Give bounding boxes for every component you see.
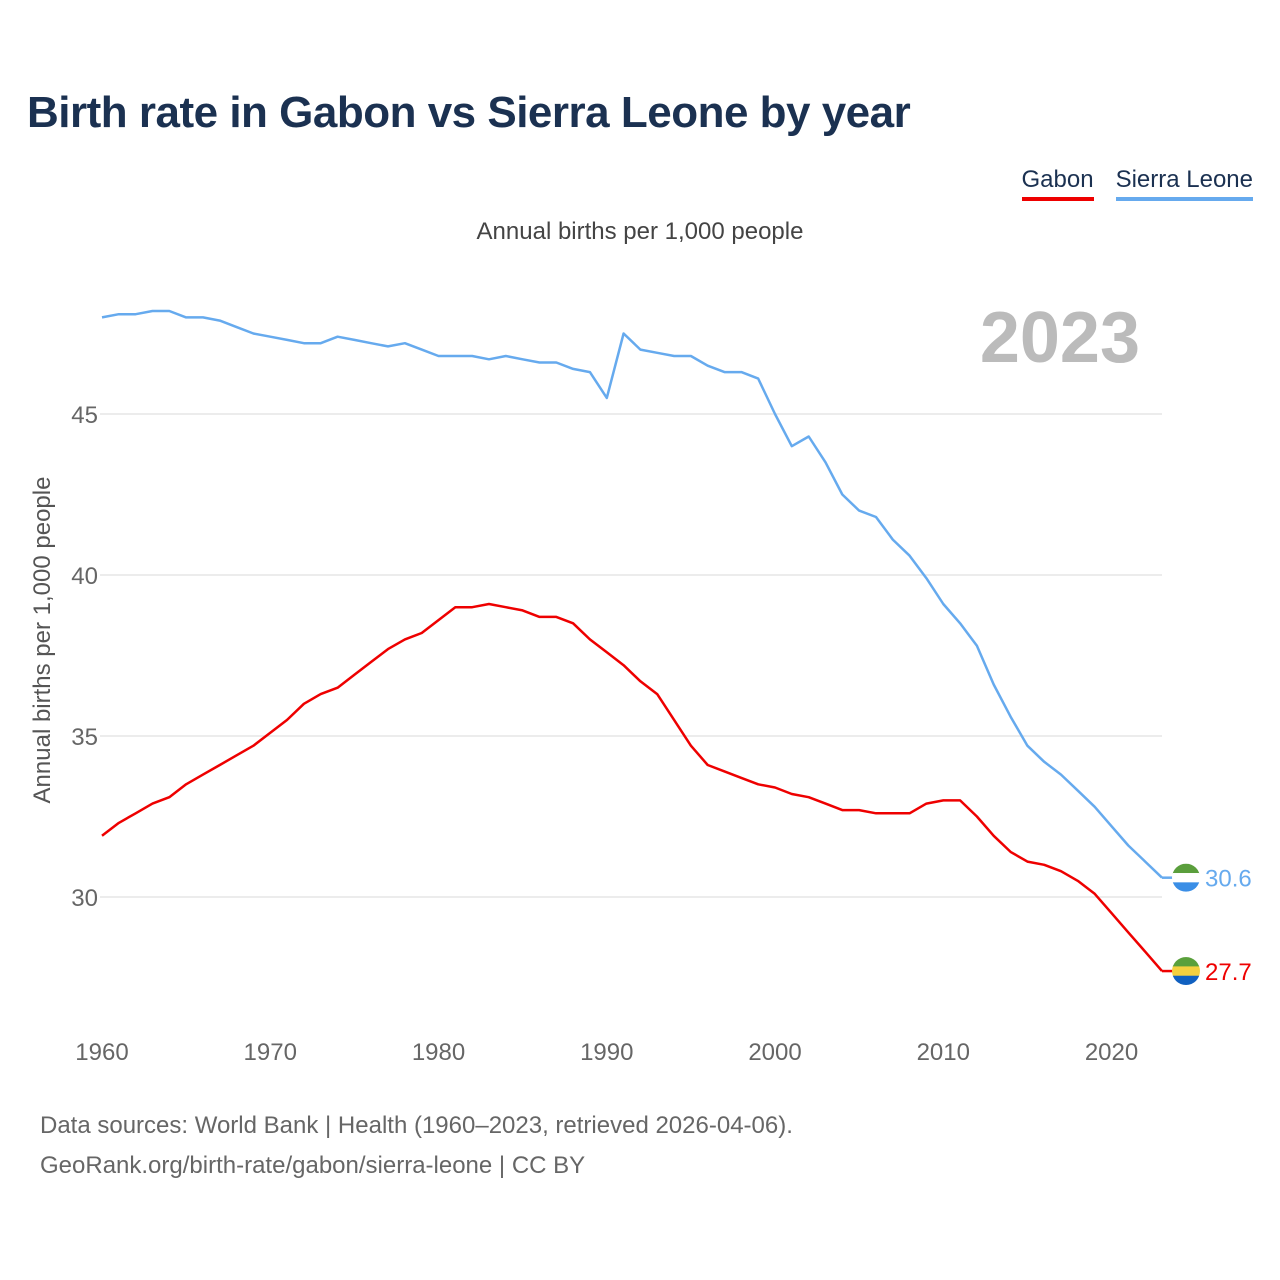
x-tick-label: 1970 [244,1039,297,1066]
legend-label-sierra-leone: Sierra Leone [1115,166,1253,193]
x-tick-label: 2010 [917,1039,970,1066]
legend-swatch-sierra-leone [1115,197,1253,201]
year-badge: 2023 [980,298,1140,378]
legend-item-sierra-leone[interactable]: Sierra Leone [1115,166,1253,203]
series-line-gabon[interactable] [101,602,1163,972]
y-tick-label: 45 [71,402,98,429]
x-tick-label: 1960 [75,1039,128,1066]
gabon-flag-icon [1172,957,1200,986]
chart-title: Birth rate in Gabon vs Sierra Leone by y… [27,88,911,137]
legend: Gabon Sierra Leone [1021,166,1253,203]
source-line-1: Data sources: World Bank | Health (1960–… [40,1112,793,1139]
series-line-sierra-leone[interactable] [101,309,1163,879]
y-tick-label: 35 [71,724,98,751]
end-value-label: 30.6 [1205,866,1252,893]
y-tick-label: 40 [71,563,98,590]
end-value-label: 27.7 [1205,959,1252,986]
source-note: Data sources: World Bank | Health (1960–… [40,1106,793,1186]
x-tick-label: 2020 [1085,1039,1138,1066]
x-tick-label: 2000 [748,1039,801,1066]
legend-label-gabon: Gabon [1021,166,1094,193]
legend-swatch-gabon [1021,197,1094,201]
sierra-leone-flag-icon [1172,863,1200,892]
chart-subtitle: Annual births per 1,000 people [476,218,804,245]
y-axis-label: Annual births per 1,000 people [29,477,56,804]
source-line-2[interactable]: GeoRank.org/birth-rate/gabon/sierra-leon… [40,1152,586,1179]
x-tick-label: 1980 [412,1039,465,1066]
y-tick-label: 30 [71,885,98,912]
x-tick-label: 1990 [580,1039,633,1066]
legend-item-gabon[interactable]: Gabon [1021,166,1094,203]
